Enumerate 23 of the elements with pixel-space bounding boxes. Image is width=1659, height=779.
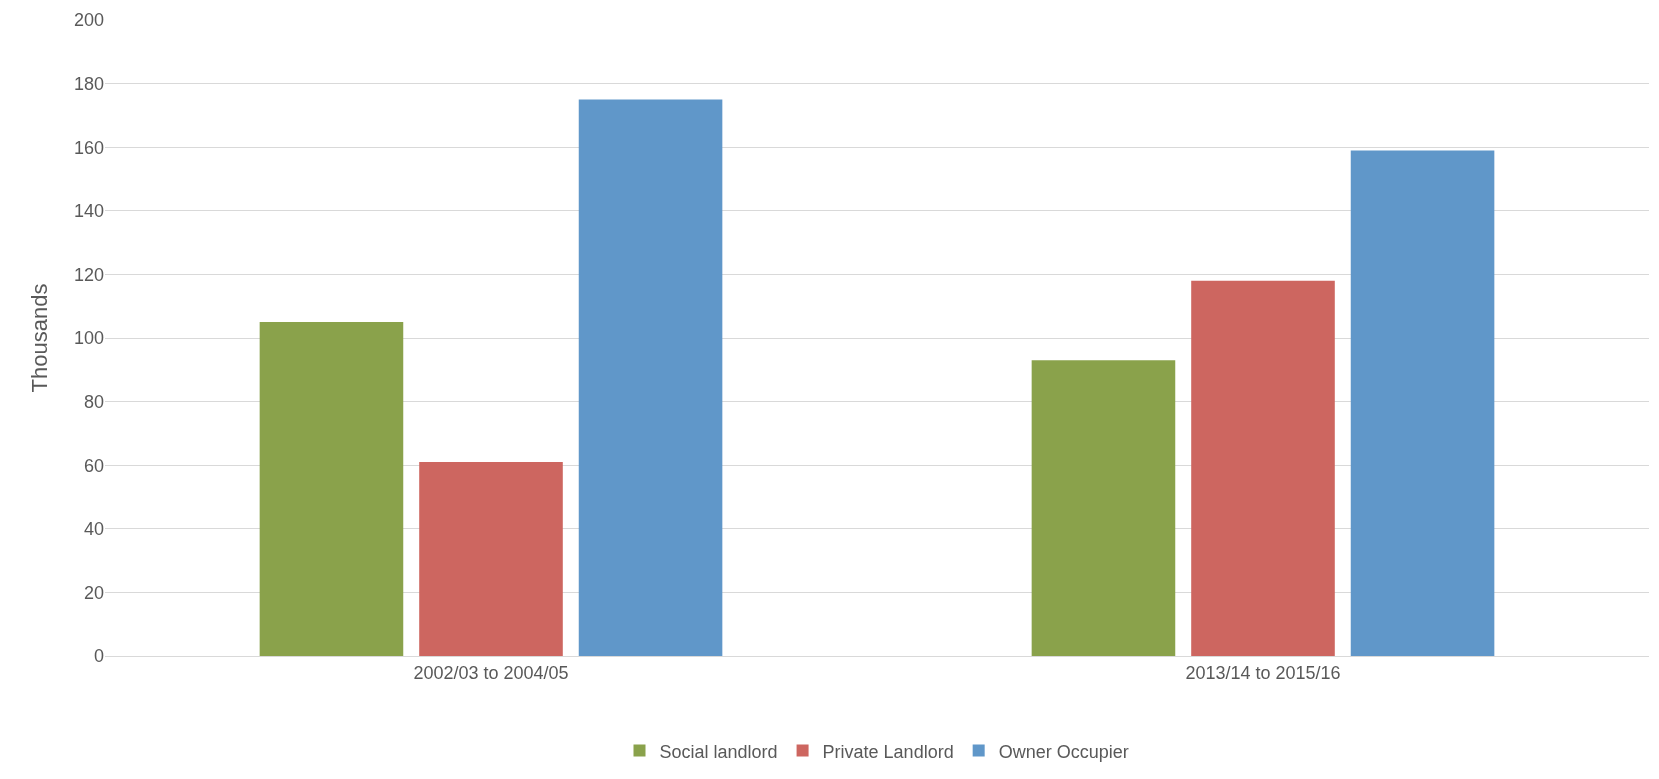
y-tick-label: 200 [73, 10, 104, 31]
bar [1350, 150, 1495, 656]
y-tick-label: 20 [83, 582, 104, 603]
legend-label: Social landlord [659, 741, 778, 762]
y-tick-label: 180 [73, 73, 104, 94]
y-axis-title: Thousands [26, 283, 52, 393]
y-tick-label: 0 [93, 646, 104, 667]
y-tick-label: 140 [73, 201, 104, 222]
bar [578, 99, 723, 656]
bar [1191, 280, 1335, 656]
bar [1031, 360, 1176, 656]
x-tick-label: 2002/03 to 2004/05 [413, 662, 569, 683]
y-tick-label: 160 [73, 137, 104, 158]
y-tick-label: 60 [83, 455, 104, 476]
y-tick-label: 80 [83, 391, 104, 412]
y-tick-label: 100 [73, 328, 104, 349]
y-tick-label: 40 [83, 519, 104, 540]
legend-label: Owner Occupier [998, 741, 1129, 762]
bar [419, 462, 563, 656]
x-tick-label: 2013/14 to 2015/16 [1185, 662, 1341, 683]
y-tick-label: 120 [73, 264, 104, 285]
legend-label: Private Landlord [822, 741, 954, 762]
bar [259, 322, 404, 656]
